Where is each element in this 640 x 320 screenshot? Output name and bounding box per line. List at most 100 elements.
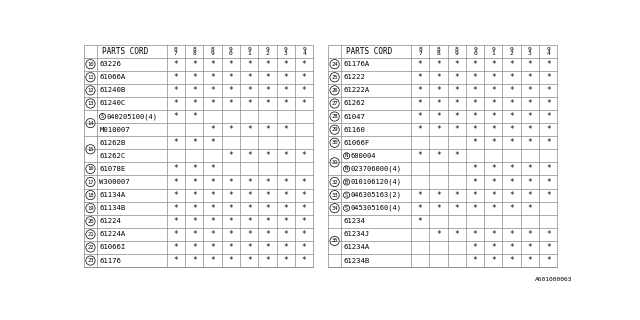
Text: *: * <box>211 204 215 213</box>
Text: 32: 32 <box>332 180 338 185</box>
Text: *: * <box>192 73 196 82</box>
Text: *: * <box>211 60 215 69</box>
Text: 0: 0 <box>229 51 233 56</box>
Text: *: * <box>527 178 532 187</box>
Text: *: * <box>527 73 532 82</box>
Text: *: * <box>546 178 550 187</box>
Text: 9: 9 <box>492 47 495 52</box>
Text: *: * <box>173 204 179 213</box>
Text: *: * <box>473 125 477 134</box>
Text: 61262C: 61262C <box>99 153 125 159</box>
Text: *: * <box>509 99 514 108</box>
Text: M010007: M010007 <box>99 127 130 133</box>
Text: *: * <box>173 164 179 173</box>
Text: *: * <box>265 243 270 252</box>
Text: *: * <box>418 204 422 213</box>
Text: *: * <box>247 243 252 252</box>
Text: 16: 16 <box>87 166 93 172</box>
Text: *: * <box>546 256 550 265</box>
Text: 20: 20 <box>87 219 93 224</box>
Text: 3: 3 <box>528 51 532 56</box>
Text: *: * <box>265 256 270 265</box>
Text: N: N <box>345 166 348 172</box>
Text: *: * <box>454 125 459 134</box>
Text: 61240B: 61240B <box>99 87 125 93</box>
Text: *: * <box>436 151 441 160</box>
Text: 1: 1 <box>247 51 251 56</box>
Text: W300007: W300007 <box>99 179 130 185</box>
Text: PARTS CORD: PARTS CORD <box>102 47 148 56</box>
Text: *: * <box>247 230 252 239</box>
Text: *: * <box>192 217 196 226</box>
Text: *: * <box>247 178 252 187</box>
Text: 61066I: 61066I <box>99 244 125 251</box>
Text: *: * <box>473 86 477 95</box>
Text: *: * <box>302 243 307 252</box>
Text: *: * <box>527 243 532 252</box>
Text: *: * <box>302 256 307 265</box>
Text: 3: 3 <box>284 51 288 56</box>
Text: 7: 7 <box>418 51 422 56</box>
Text: *: * <box>228 60 233 69</box>
Text: 61134B: 61134B <box>99 205 125 211</box>
Text: *: * <box>302 178 307 187</box>
Text: *: * <box>491 125 495 134</box>
Text: *: * <box>192 178 196 187</box>
Text: 61240C: 61240C <box>99 100 125 107</box>
Text: *: * <box>192 191 196 200</box>
Text: *: * <box>491 243 495 252</box>
Text: *: * <box>418 99 422 108</box>
Text: *: * <box>192 86 196 95</box>
Text: 010106120(4): 010106120(4) <box>351 179 401 185</box>
Text: *: * <box>546 99 550 108</box>
Text: *: * <box>265 151 270 160</box>
Text: *: * <box>302 99 307 108</box>
Text: *: * <box>284 99 288 108</box>
Text: *: * <box>302 217 307 226</box>
Text: *: * <box>436 204 441 213</box>
Text: 1: 1 <box>492 51 495 56</box>
Text: 23: 23 <box>87 258 93 263</box>
Text: *: * <box>284 256 288 265</box>
Text: *: * <box>228 99 233 108</box>
Text: *: * <box>491 164 495 173</box>
Text: *: * <box>228 230 233 239</box>
Text: 600004: 600004 <box>351 153 376 159</box>
Text: *: * <box>192 164 196 173</box>
Text: *: * <box>265 217 270 226</box>
Text: 61234A: 61234A <box>344 244 370 251</box>
Text: 2: 2 <box>266 51 269 56</box>
Text: *: * <box>473 191 477 200</box>
Text: *: * <box>527 230 532 239</box>
Text: *: * <box>546 138 550 147</box>
Text: 8: 8 <box>174 47 178 52</box>
Text: 61047: 61047 <box>344 114 365 120</box>
Text: *: * <box>284 151 288 160</box>
Text: *: * <box>228 256 233 265</box>
Text: *: * <box>509 191 514 200</box>
Text: *: * <box>454 112 459 121</box>
Text: *: * <box>173 230 179 239</box>
Text: 61224A: 61224A <box>99 231 125 237</box>
Text: 63226: 63226 <box>99 61 121 67</box>
Text: 61224: 61224 <box>99 218 121 224</box>
Text: *: * <box>546 112 550 121</box>
Text: *: * <box>284 217 288 226</box>
Text: *: * <box>509 204 514 213</box>
Text: *: * <box>228 191 233 200</box>
Text: *: * <box>173 256 179 265</box>
Text: *: * <box>418 73 422 82</box>
Text: *: * <box>473 99 477 108</box>
Text: *: * <box>173 99 179 108</box>
Text: *: * <box>192 99 196 108</box>
Text: *: * <box>265 99 270 108</box>
Text: 15: 15 <box>87 147 93 152</box>
Text: 9: 9 <box>528 47 532 52</box>
Text: *: * <box>509 60 514 69</box>
Text: 2: 2 <box>509 51 513 56</box>
Text: 61234J: 61234J <box>344 231 370 237</box>
Text: 25: 25 <box>332 75 338 80</box>
Text: *: * <box>546 164 550 173</box>
Text: 61262B: 61262B <box>99 140 125 146</box>
Text: 9: 9 <box>284 47 288 52</box>
